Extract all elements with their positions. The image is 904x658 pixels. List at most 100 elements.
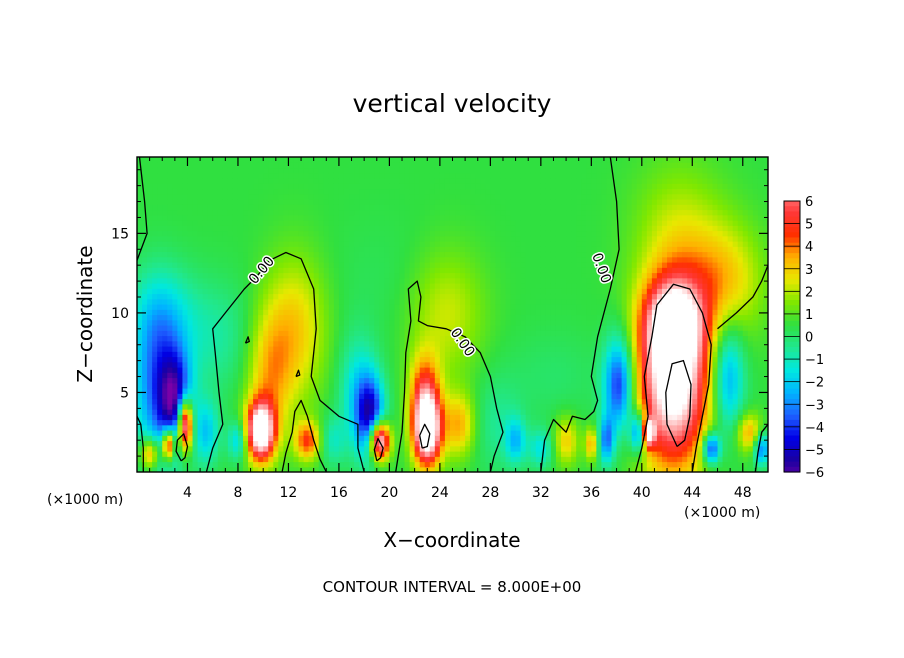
- heat-cell: [162, 409, 168, 415]
- heat-cell: [409, 435, 416, 442]
- heat-cell: [318, 209, 325, 216]
- heat-cell: [409, 393, 416, 400]
- heat-cell: [550, 220, 557, 226]
- heat-cell: [323, 193, 330, 200]
- heat-cell: [283, 157, 290, 163]
- heat-cell: [152, 451, 158, 457]
- heat-cell: [374, 188, 380, 195]
- heat-cell: [439, 214, 446, 221]
- heat-cell: [455, 351, 461, 358]
- heat-cell: [222, 178, 229, 184]
- heat-cell: [172, 220, 178, 226]
- heat-cell: [308, 351, 315, 358]
- heat-cell: [470, 361, 476, 368]
- heat-cell: [535, 209, 542, 216]
- heat-cell: [550, 346, 557, 352]
- heat-cell: [152, 288, 158, 295]
- heat-cell: [202, 225, 209, 232]
- heat-cell: [248, 445, 254, 452]
- heat-cell: [177, 293, 184, 300]
- heat-cell: [288, 382, 295, 389]
- heat-cell: [485, 335, 491, 342]
- heat-cell: [414, 199, 421, 205]
- heat-cell: [495, 325, 502, 331]
- heat-cell: [485, 293, 491, 300]
- heat-cell: [263, 398, 269, 405]
- heat-cell: [444, 335, 451, 342]
- heat-cell: [232, 277, 239, 284]
- heat-cell: [217, 346, 224, 352]
- heat-cell: [540, 241, 547, 247]
- heat-cell: [232, 298, 239, 305]
- heat-cell: [349, 319, 355, 326]
- heat-cell: [333, 241, 340, 247]
- heat-cell: [449, 277, 456, 284]
- heat-cell: [248, 230, 254, 237]
- heat-cell: [424, 314, 431, 321]
- heat-cell: [555, 403, 562, 410]
- heat-cell: [389, 319, 396, 326]
- heat-cell: [323, 335, 330, 342]
- heat-cell: [142, 167, 148, 174]
- heat-cell: [349, 314, 355, 321]
- heat-cell: [142, 304, 148, 310]
- heat-cell: [227, 298, 234, 305]
- heat-cell: [177, 445, 184, 452]
- heat-cell: [278, 235, 284, 242]
- heat-cell: [455, 372, 461, 379]
- heat-cell: [323, 430, 330, 436]
- heat-cell: [313, 393, 320, 400]
- heat-cell: [318, 167, 325, 174]
- heat-cell: [142, 298, 148, 305]
- heat-cell: [273, 356, 279, 363]
- heat-cell: [389, 424, 396, 431]
- heat-cell: [520, 409, 527, 415]
- heat-cell: [374, 330, 380, 337]
- heat-cell: [197, 272, 204, 279]
- heat-cell: [182, 183, 189, 190]
- heat-cell: [248, 403, 254, 410]
- heat-cell: [328, 398, 335, 405]
- heat-cell: [475, 241, 481, 247]
- heat-cell: [404, 157, 411, 163]
- heat-cell: [212, 430, 219, 436]
- heat-cell: [485, 403, 491, 410]
- heat-cell: [162, 382, 168, 389]
- heat-cell: [369, 157, 375, 163]
- heat-cell: [404, 277, 411, 284]
- heat-cell: [379, 398, 385, 405]
- heat-cell: [409, 199, 416, 205]
- heat-cell: [399, 246, 406, 253]
- heat-cell: [369, 298, 375, 305]
- heat-cell: [429, 319, 436, 326]
- heat-cell: [465, 277, 471, 284]
- heat-cell: [540, 319, 547, 326]
- heat-cell: [505, 288, 512, 295]
- heat-cell: [243, 314, 249, 321]
- heat-cell: [187, 319, 194, 326]
- heat-cell: [394, 288, 401, 295]
- heat-cell: [409, 440, 416, 447]
- heat-cell: [505, 272, 512, 279]
- heat-cell: [333, 288, 340, 295]
- heat-cell: [455, 235, 461, 242]
- heat-cell: [525, 172, 532, 179]
- heat-cell: [490, 225, 497, 232]
- heat-cell: [308, 304, 315, 310]
- heat-cell: [495, 209, 502, 216]
- heat-cell: [187, 246, 194, 253]
- heat-cell: [510, 440, 517, 447]
- heat-cell: [232, 214, 239, 221]
- heat-cell: [359, 356, 365, 363]
- heat-cell: [520, 445, 527, 452]
- heat-cell: [192, 372, 199, 379]
- heat-cell: [177, 388, 184, 394]
- heat-cell: [545, 230, 552, 237]
- heat-cell: [273, 214, 279, 221]
- heat-cell: [253, 298, 259, 305]
- heat-cell: [137, 377, 143, 384]
- heat-cell: [293, 235, 300, 242]
- heat-cell: [515, 461, 522, 468]
- heat-cell: [465, 351, 471, 358]
- heat-cell: [253, 293, 259, 300]
